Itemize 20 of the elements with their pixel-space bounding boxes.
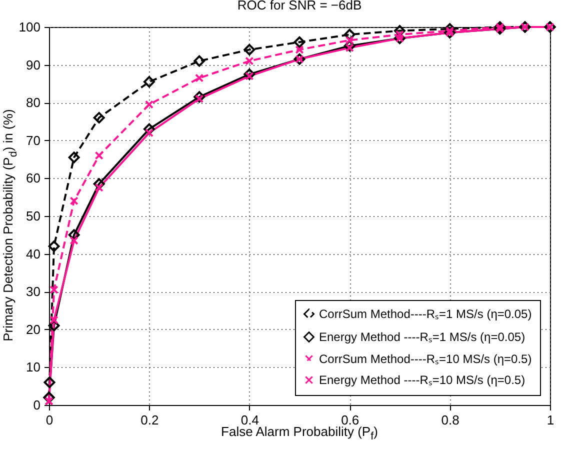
chart-title: ROC for SNR = −6dB <box>237 0 362 12</box>
y-tick-label: 20 <box>26 322 40 337</box>
legend-label: Energy Method ----Rₛ=1 MS/s (η=0.05) <box>319 330 526 344</box>
y-tick-label: 10 <box>26 360 40 375</box>
y-tick-label: 50 <box>26 208 40 224</box>
x-tick-label: 1 <box>546 412 554 428</box>
y-tick-label: 30 <box>26 284 40 300</box>
y-tick-label: 80 <box>26 95 40 110</box>
y-tick-label: 70 <box>26 132 40 148</box>
legend-label: Energy Method ----Rₛ=10 MS/s (η=0.5) <box>319 373 526 387</box>
y-tick-label: 0 <box>33 398 40 412</box>
y-tick-label: 100 <box>18 20 40 34</box>
x-tick-label: 0.2 <box>140 412 159 428</box>
y-tick-label: 60 <box>26 170 40 186</box>
x-tick-label: 0 <box>46 412 54 428</box>
x-tick-label: 0.8 <box>441 412 460 428</box>
y-tick-label: 90 <box>26 57 40 72</box>
y-tick-label: 40 <box>26 246 40 262</box>
legend-label: CorrSum Method----Rₛ=10 MS/s (η=0.5) <box>319 352 532 366</box>
legend-label: CorrSum Method----Rₛ=1 MS/s (η=0.05) <box>319 307 532 321</box>
